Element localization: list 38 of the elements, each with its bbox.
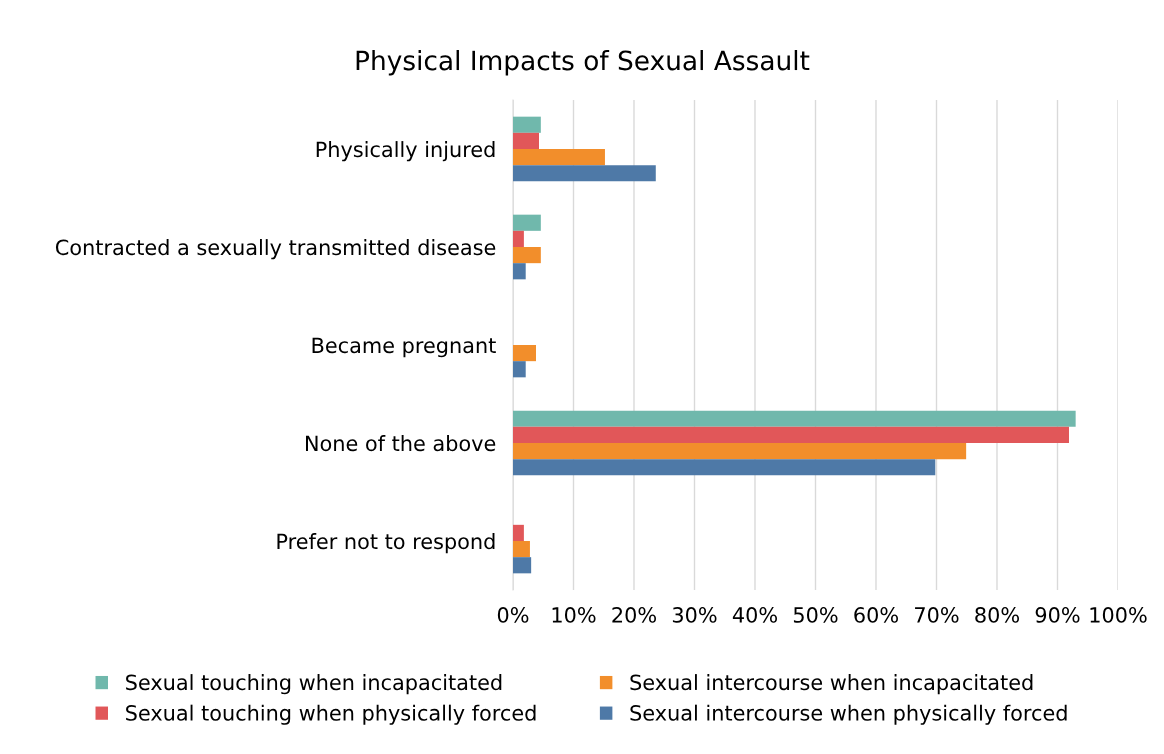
- y-tick-label: Contracted a sexually transmitted disease: [55, 239, 496, 260]
- bar: [513, 443, 967, 460]
- bar: [513, 149, 605, 166]
- legend-label: Sexual touching when incapacitated: [126, 674, 502, 695]
- y-tick-label: Prefer not to respond: [277, 533, 495, 554]
- x-tick-label: 30%: [672, 607, 717, 623]
- bar: [513, 165, 656, 182]
- x-tick-label: 90%: [1035, 607, 1080, 623]
- x-tick-label: 50%: [793, 607, 838, 623]
- y-tick-label: None of the above: [306, 435, 496, 452]
- x-tick-label: 70%: [915, 607, 959, 623]
- x-tick-label: 80%: [975, 607, 1019, 623]
- x-tick-label: 20%: [612, 607, 656, 623]
- bar: [513, 247, 541, 264]
- x-tick-label: 10%: [552, 607, 596, 623]
- bar: [513, 541, 530, 558]
- x-tick-label: 0%: [497, 607, 529, 623]
- bar: [513, 132, 540, 149]
- bar: [513, 410, 1076, 427]
- legend-label: Sexual intercourse when physically forced: [630, 704, 1067, 725]
- x-tick-label: 40%: [732, 607, 777, 623]
- bar: [513, 214, 541, 231]
- x-tick-label: 100%: [1090, 607, 1147, 623]
- bar: [513, 361, 526, 378]
- y-tick-label: Became pregnant: [312, 337, 496, 358]
- legend-label: Sexual intercourse when incapacitated: [630, 674, 1033, 695]
- bar: [513, 426, 1069, 443]
- legend-label: Sexual touching when physically forced: [126, 704, 536, 725]
- bar: [513, 345, 536, 362]
- chart-title: Physical Impacts of Sexual Assault: [356, 50, 810, 76]
- bar: [513, 116, 541, 133]
- x-tick-label: 60%: [854, 607, 898, 623]
- bar: [513, 557, 532, 574]
- bar: [513, 459, 936, 476]
- bar: [513, 263, 526, 280]
- y-tick-label: Physically injured: [316, 141, 495, 162]
- bar: [513, 230, 524, 247]
- bar: [513, 524, 524, 541]
